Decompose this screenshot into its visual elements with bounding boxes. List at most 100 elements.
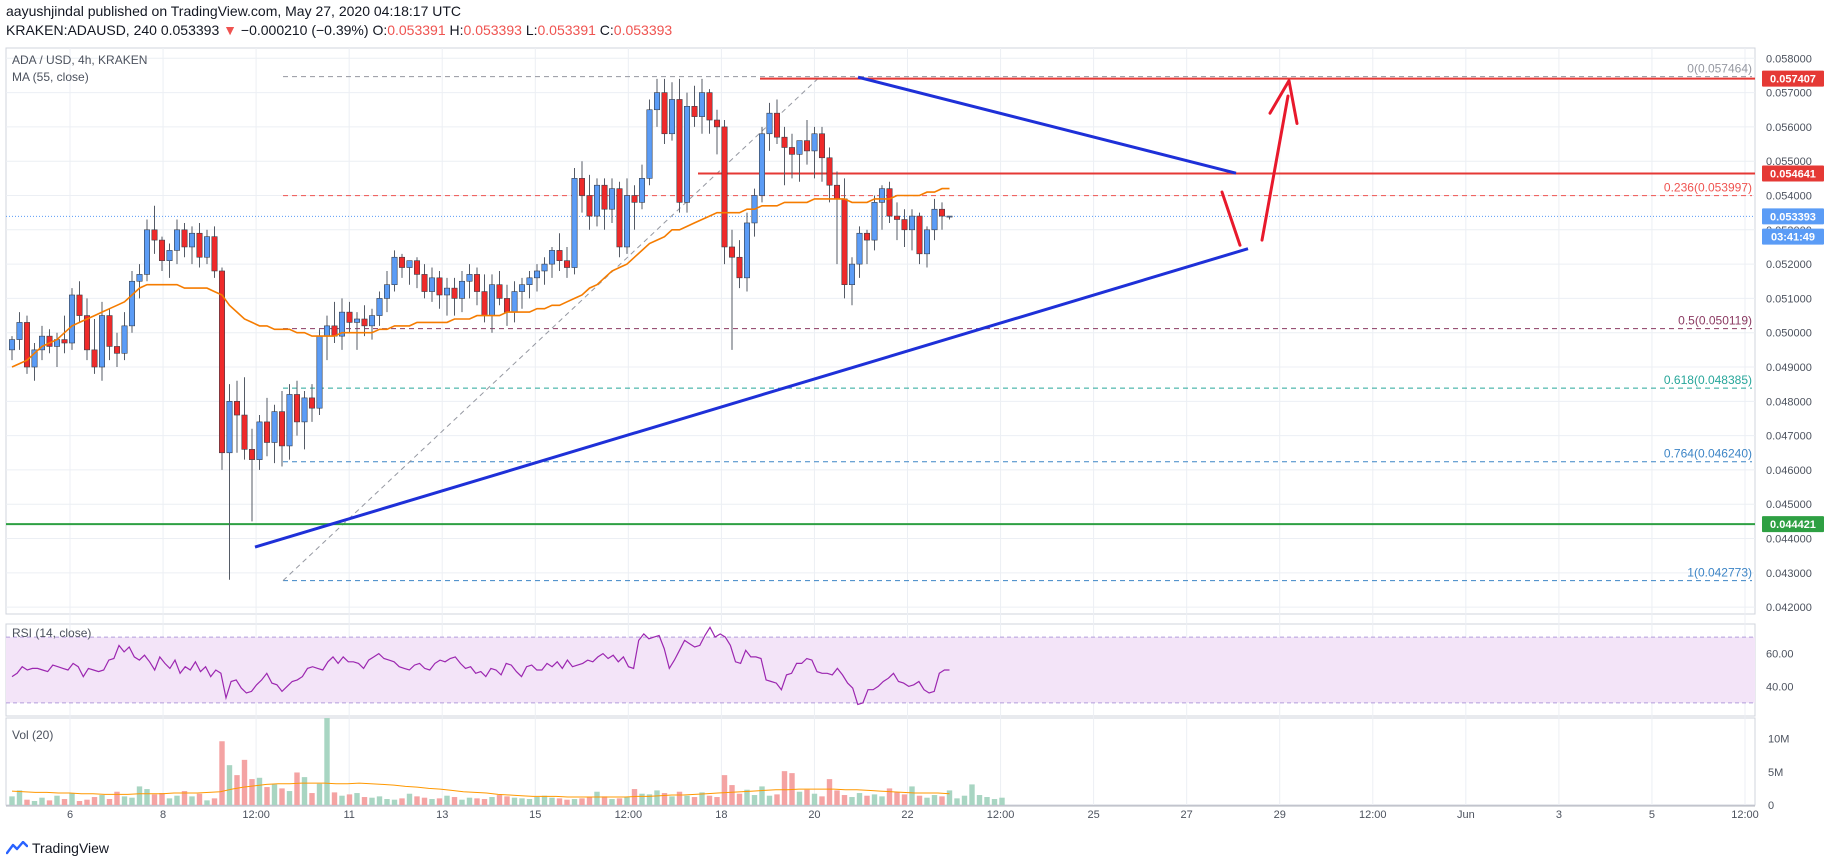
- volume-bar[interactable]: [24, 799, 30, 805]
- candle[interactable]: [758, 126, 765, 203]
- candle[interactable]: [9, 336, 16, 361]
- volume-bar[interactable]: [84, 799, 90, 805]
- candle[interactable]: [144, 219, 151, 282]
- candle[interactable]: [346, 301, 353, 333]
- candle[interactable]: [721, 120, 728, 265]
- volume-bar[interactable]: [961, 795, 968, 805]
- candle[interactable]: [826, 147, 833, 203]
- candle[interactable]: [653, 78, 660, 127]
- volume-bar[interactable]: [549, 797, 555, 805]
- volume-bar[interactable]: [54, 795, 60, 805]
- volume-bar[interactable]: [864, 795, 870, 805]
- candle[interactable]: [38, 325, 45, 361]
- volume-bar[interactable]: [564, 799, 570, 805]
- candle[interactable]: [833, 171, 840, 265]
- volume-bar[interactable]: [744, 789, 750, 805]
- volume-bar[interactable]: [99, 795, 105, 805]
- volume-bar[interactable]: [481, 799, 488, 805]
- volume-bar[interactable]: [474, 798, 480, 805]
- candle[interactable]: [623, 178, 630, 254]
- volume-bar[interactable]: [699, 792, 705, 805]
- volume-bar[interactable]: [849, 797, 855, 805]
- candle[interactable]: [496, 270, 503, 306]
- volume-bar[interactable]: [954, 798, 960, 805]
- candle[interactable]: [631, 185, 638, 230]
- candle[interactable]: [923, 226, 930, 268]
- volume-bar[interactable]: [421, 797, 428, 805]
- candle[interactable]: [234, 380, 241, 453]
- volume-bar[interactable]: [939, 796, 945, 805]
- volume-bar[interactable]: [406, 793, 413, 805]
- candle[interactable]: [878, 185, 885, 230]
- volume-bar[interactable]: [189, 796, 195, 805]
- volume-bar[interactable]: [616, 798, 623, 805]
- candle[interactable]: [841, 178, 848, 299]
- candle[interactable]: [219, 267, 226, 470]
- volume-bar[interactable]: [211, 798, 218, 805]
- volume-bar[interactable]: [661, 793, 668, 805]
- candle[interactable]: [308, 384, 315, 422]
- candle[interactable]: [916, 212, 923, 265]
- candle[interactable]: [271, 404, 278, 464]
- candle[interactable]: [796, 140, 803, 182]
- candle[interactable]: [443, 277, 450, 316]
- volume-bar[interactable]: [729, 785, 735, 805]
- volume-bar[interactable]: [504, 796, 510, 805]
- volume-bar[interactable]: [654, 790, 660, 805]
- candle[interactable]: [16, 312, 23, 350]
- volume-bar[interactable]: [496, 795, 503, 805]
- volume-bar[interactable]: [601, 796, 608, 805]
- volume-bar[interactable]: [324, 718, 330, 805]
- volume-bar[interactable]: [279, 788, 285, 805]
- volume-bar[interactable]: [804, 789, 810, 805]
- volume-bar[interactable]: [586, 797, 593, 805]
- candle[interactable]: [743, 212, 750, 292]
- candle[interactable]: [946, 215, 953, 220]
- candle[interactable]: [353, 312, 360, 350]
- candle[interactable]: [533, 264, 540, 292]
- volume-bar[interactable]: [346, 794, 353, 805]
- candle[interactable]: [196, 222, 203, 268]
- volume-bar[interactable]: [684, 795, 690, 805]
- volume-bar[interactable]: [826, 779, 833, 805]
- volume-bar[interactable]: [819, 796, 825, 805]
- candle[interactable]: [863, 229, 870, 265]
- volume-bar[interactable]: [106, 799, 113, 805]
- volume-bar[interactable]: [61, 799, 68, 805]
- candle[interactable]: [728, 229, 735, 350]
- volume-bar[interactable]: [384, 799, 390, 805]
- candle[interactable]: [91, 318, 98, 374]
- volume-bar[interactable]: [946, 790, 953, 805]
- projection-up-stroke[interactable]: [1260, 94, 1290, 242]
- rsi-line[interactable]: [11, 626, 950, 706]
- candle[interactable]: [548, 246, 555, 278]
- volume-bar[interactable]: [309, 793, 315, 805]
- candle[interactable]: [593, 178, 600, 227]
- volume-bar[interactable]: [76, 801, 83, 805]
- volume-bar[interactable]: [624, 797, 630, 805]
- volume-bar[interactable]: [301, 777, 308, 805]
- candle[interactable]: [428, 267, 435, 302]
- volume-bar[interactable]: [69, 793, 75, 805]
- volume-bar[interactable]: [834, 790, 840, 805]
- descending-trendline[interactable]: [857, 75, 1237, 175]
- candle[interactable]: [661, 78, 668, 145]
- price-pane[interactable]: 0(0.057464) 0.236(0.053997) 0.5(0.050119) 0…: [6, 62, 1755, 582]
- candle[interactable]: [586, 174, 593, 230]
- candle[interactable]: [293, 380, 300, 436]
- volume-bar[interactable]: [294, 772, 300, 805]
- volume-bar[interactable]: [436, 798, 443, 805]
- candle[interactable]: [99, 301, 106, 381]
- candle[interactable]: [706, 89, 713, 134]
- volume-bar[interactable]: [414, 796, 420, 805]
- candle[interactable]: [301, 391, 308, 450]
- volume-bar[interactable]: [669, 796, 675, 805]
- volume-bar[interactable]: [249, 779, 255, 805]
- candle[interactable]: [818, 126, 825, 182]
- candle[interactable]: [84, 298, 91, 361]
- volume-bar[interactable]: [429, 799, 435, 805]
- volume-bar[interactable]: [901, 794, 908, 805]
- candle[interactable]: [788, 133, 795, 179]
- candle[interactable]: [871, 195, 878, 251]
